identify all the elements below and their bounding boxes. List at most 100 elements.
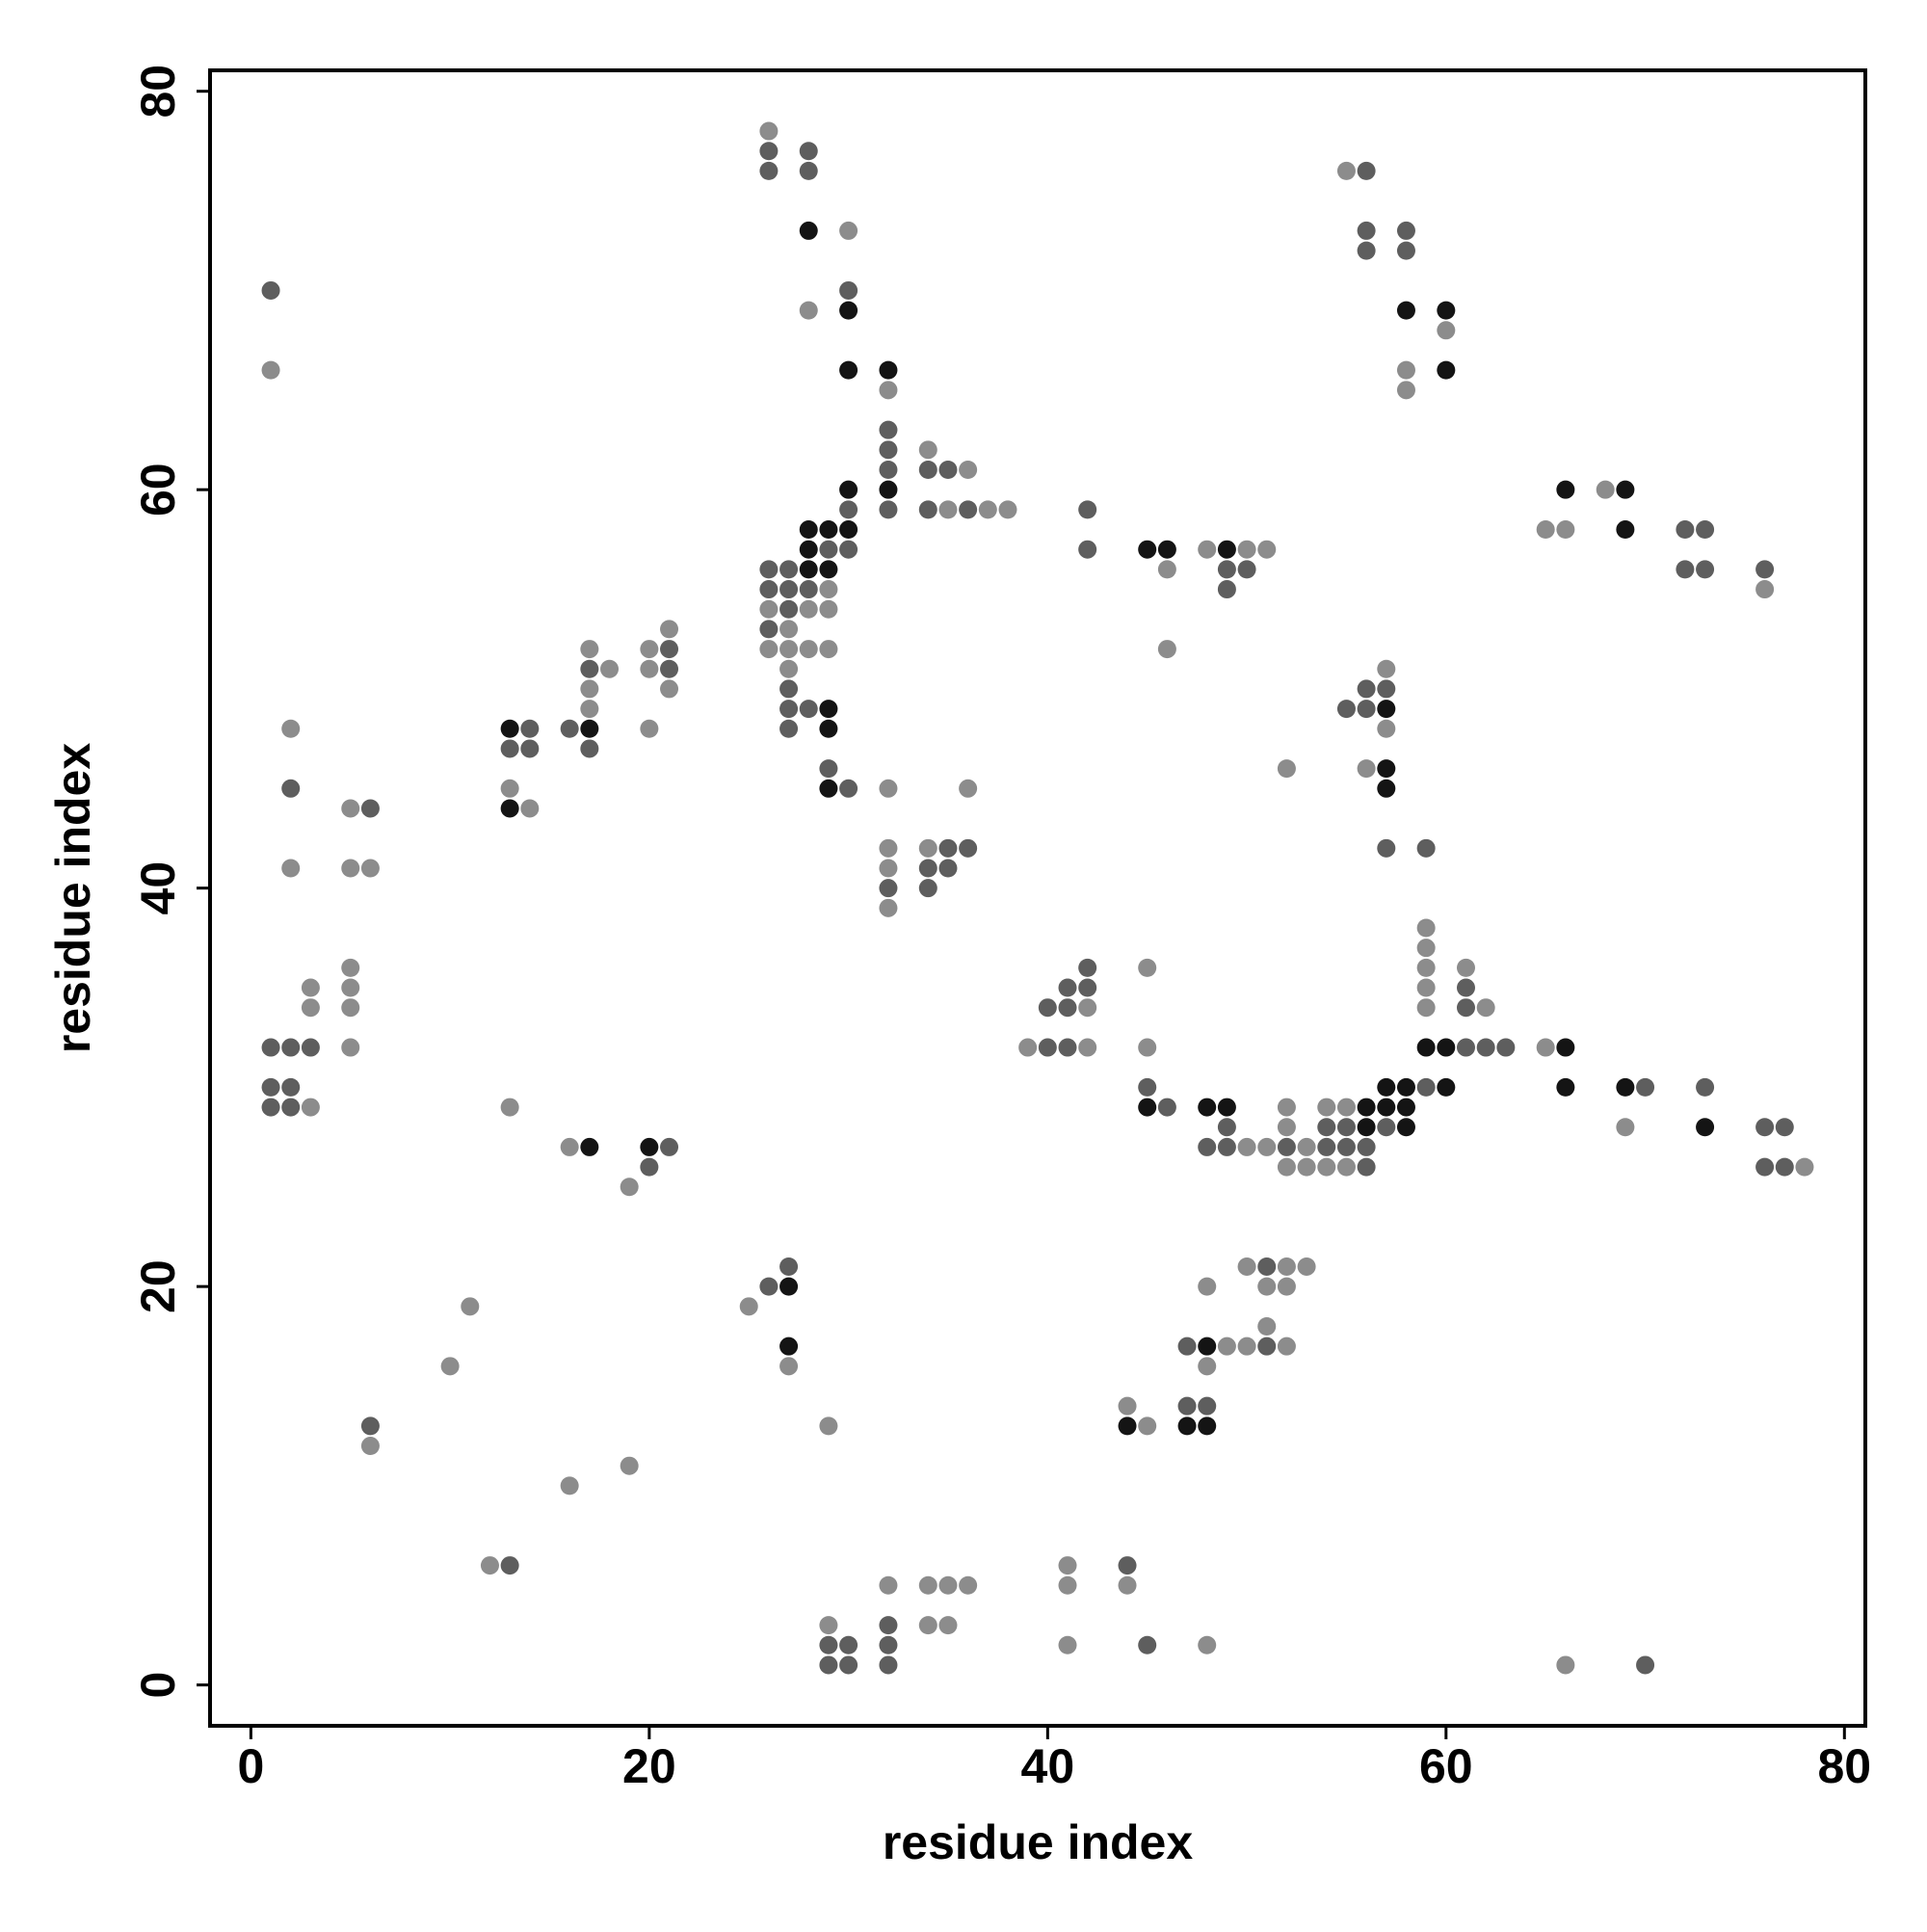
contact-point — [1416, 1038, 1436, 1057]
contact-point — [1177, 1416, 1197, 1436]
contact-point — [261, 1038, 280, 1057]
contact-point — [1297, 1157, 1316, 1177]
contact-point — [1138, 1416, 1157, 1436]
contact-point — [1277, 1118, 1296, 1137]
contact-point — [839, 360, 858, 380]
contact-point — [1676, 560, 1695, 579]
contact-point — [1157, 640, 1176, 659]
contact-point — [301, 978, 320, 997]
contact-point — [819, 759, 838, 779]
contact-point — [281, 1038, 301, 1057]
contact-point — [1018, 1038, 1038, 1057]
contact-point — [799, 700, 818, 719]
contact-point — [1217, 1118, 1236, 1137]
contact-point — [879, 859, 898, 878]
contact-point — [500, 719, 519, 738]
contact-point — [759, 580, 779, 599]
contact-point — [1357, 679, 1376, 699]
contact-point — [1237, 1257, 1256, 1276]
contact-point — [819, 580, 838, 599]
contact-point — [819, 1655, 838, 1675]
contact-point — [1357, 1098, 1376, 1117]
contact-point — [341, 978, 360, 997]
contact-point — [799, 599, 818, 619]
contact-point — [281, 1077, 301, 1097]
contact-point — [640, 1157, 659, 1177]
contact-point — [1616, 520, 1635, 540]
contact-point — [839, 540, 858, 559]
contact-point — [819, 1416, 838, 1436]
contact-point — [1198, 1635, 1217, 1654]
contact-point — [1396, 1077, 1415, 1097]
contact-point — [500, 1556, 519, 1575]
x-tick-label: 40 — [1021, 1739, 1075, 1793]
contact-point — [520, 719, 540, 738]
contact-point — [1277, 759, 1296, 779]
contact-point — [1336, 1098, 1356, 1117]
contact-point — [819, 1616, 838, 1635]
contact-point — [1237, 540, 1256, 559]
contact-point — [1416, 998, 1436, 1018]
contact-point — [938, 500, 958, 519]
contact-point — [1078, 958, 1097, 977]
contact-point — [580, 1137, 599, 1156]
contact-point — [779, 679, 799, 699]
contact-point — [918, 879, 937, 898]
contact-point — [1217, 1098, 1236, 1117]
contact-point — [580, 700, 599, 719]
contact-point — [1596, 480, 1615, 499]
contact-point — [879, 1635, 898, 1654]
contact-point — [839, 301, 858, 320]
contact-point — [978, 500, 997, 519]
contact-point — [1556, 1077, 1575, 1097]
contact-point — [1336, 700, 1356, 719]
contact-point — [1157, 1098, 1176, 1117]
contact-point — [1437, 360, 1456, 380]
contact-point — [1138, 1098, 1157, 1117]
contact-point — [1775, 1118, 1794, 1137]
contact-point — [1775, 1157, 1794, 1177]
contact-point — [1198, 1357, 1217, 1376]
contact-point — [1496, 1038, 1516, 1057]
contact-point — [281, 1098, 301, 1117]
contact-point — [799, 161, 818, 180]
contact-point — [1257, 1277, 1277, 1296]
contact-point — [1138, 1635, 1157, 1654]
contact-point — [759, 142, 779, 161]
contact-point — [1058, 1556, 1077, 1575]
contact-point — [1437, 321, 1456, 340]
contact-point — [640, 640, 659, 659]
contact-point — [1257, 1337, 1277, 1356]
contact-point — [1317, 1157, 1336, 1177]
contact-point — [1217, 540, 1236, 559]
contact-point — [1377, 700, 1396, 719]
contact-point — [1616, 1118, 1635, 1137]
contact-point — [1257, 1316, 1277, 1336]
contact-point — [779, 620, 799, 639]
contact-point — [1336, 1118, 1356, 1137]
contact-point — [799, 520, 818, 540]
contact-point — [1336, 1137, 1356, 1156]
contact-point — [1636, 1655, 1655, 1675]
x-tick-label: 60 — [1419, 1739, 1473, 1793]
contact-point — [1377, 719, 1396, 738]
contact-point — [1396, 1118, 1415, 1137]
contact-point — [1138, 1077, 1157, 1097]
contact-point — [1336, 1157, 1356, 1177]
contact-point — [819, 700, 838, 719]
contact-point — [1357, 221, 1376, 240]
contact-point — [1456, 1038, 1475, 1057]
contact-point — [1317, 1137, 1336, 1156]
contact-point — [480, 1556, 499, 1575]
contact-point — [1118, 1396, 1137, 1416]
contact-point — [879, 838, 898, 858]
contact-point — [1536, 520, 1555, 540]
contact-point — [819, 560, 838, 579]
contact-point — [1217, 580, 1236, 599]
contact-point — [301, 998, 320, 1018]
contact-point — [520, 799, 540, 818]
contact-point — [1437, 301, 1456, 320]
contact-point — [500, 1098, 519, 1117]
contact-point — [1237, 1337, 1256, 1356]
contact-point — [1795, 1157, 1814, 1177]
